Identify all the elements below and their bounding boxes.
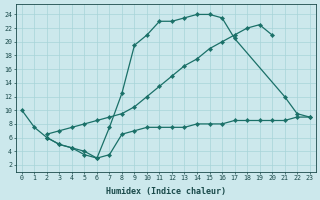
- X-axis label: Humidex (Indice chaleur): Humidex (Indice chaleur): [106, 187, 226, 196]
